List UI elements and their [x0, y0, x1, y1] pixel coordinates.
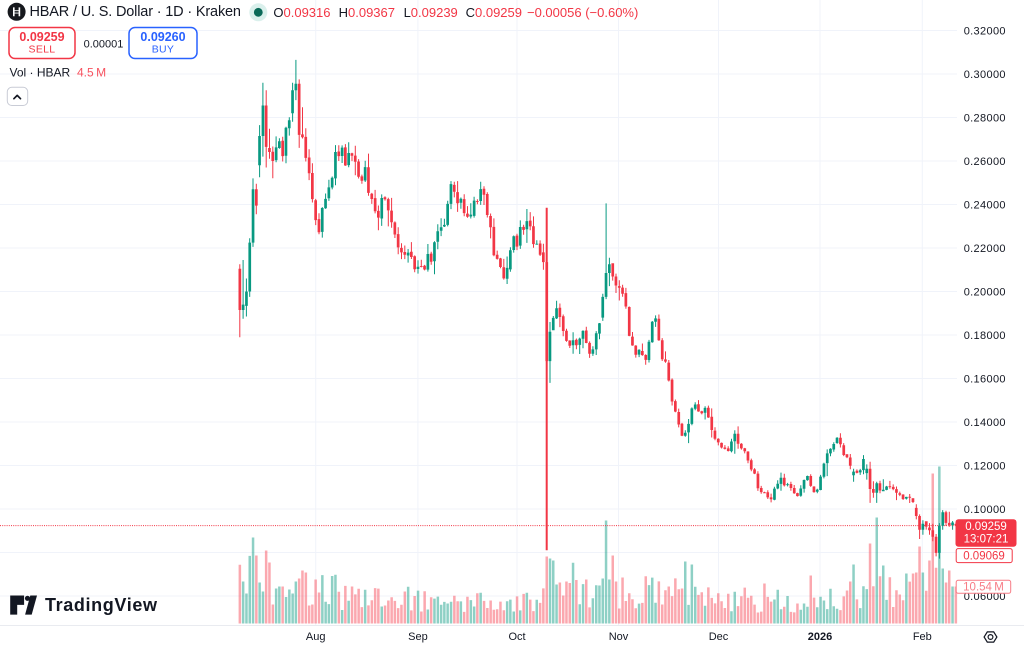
- svg-text:0.28000: 0.28000: [964, 112, 1006, 124]
- svg-text:13:07:21: 13:07:21: [964, 534, 1009, 546]
- svg-text:0.09259: 0.09259: [475, 5, 522, 20]
- svg-text:0.26000: 0.26000: [964, 156, 1006, 168]
- svg-text:0.12000: 0.12000: [964, 460, 1006, 472]
- svg-text:0.09260: 0.09260: [140, 30, 185, 44]
- svg-text:Vol · HBAR: Vol · HBAR: [10, 65, 71, 79]
- svg-text:0.09069: 0.09069: [963, 551, 1005, 563]
- svg-text:C: C: [466, 5, 475, 20]
- svg-text:0.09239: 0.09239: [411, 5, 458, 20]
- svg-text:Oct: Oct: [508, 631, 525, 643]
- svg-text:10.54 M: 10.54 M: [963, 582, 1004, 594]
- svg-text:0.30000: 0.30000: [964, 69, 1006, 81]
- svg-text:0.10000: 0.10000: [964, 504, 1006, 516]
- svg-text:Dec: Dec: [709, 631, 729, 643]
- svg-text:2026: 2026: [808, 631, 832, 643]
- svg-text:0.09259: 0.09259: [19, 30, 64, 44]
- svg-text:0.22000: 0.22000: [964, 243, 1006, 255]
- svg-text:0.16000: 0.16000: [964, 373, 1006, 385]
- svg-text:H: H: [339, 5, 348, 20]
- svg-text:HBAR / U. S. Dollar · 1D · Kra: HBAR / U. S. Dollar · 1D · Kraken: [30, 4, 242, 20]
- svg-text:0.20000: 0.20000: [964, 286, 1006, 298]
- svg-text:0.00001: 0.00001: [84, 39, 124, 51]
- svg-text:0.09367: 0.09367: [348, 5, 395, 20]
- svg-text:0.09316: 0.09316: [284, 5, 331, 20]
- svg-text:0.14000: 0.14000: [964, 417, 1006, 429]
- svg-text:−0.00056 (−0.60%): −0.00056 (−0.60%): [527, 5, 638, 20]
- svg-text:Sep: Sep: [408, 631, 428, 643]
- svg-text:L: L: [404, 5, 411, 20]
- svg-text:Aug: Aug: [306, 631, 326, 643]
- svg-text:Feb: Feb: [913, 631, 932, 643]
- svg-text:Nov: Nov: [609, 631, 629, 643]
- svg-text:O: O: [273, 5, 283, 20]
- svg-text:SELL: SELL: [29, 44, 56, 56]
- svg-text:0.09259: 0.09259: [965, 521, 1007, 533]
- svg-text:0.24000: 0.24000: [964, 199, 1006, 211]
- svg-text:BUY: BUY: [152, 44, 175, 56]
- svg-text:TradingView: TradingView: [45, 595, 158, 615]
- svg-text:0.18000: 0.18000: [964, 330, 1006, 342]
- svg-text:0.32000: 0.32000: [964, 25, 1006, 37]
- svg-text:4.5 M: 4.5 M: [77, 65, 106, 79]
